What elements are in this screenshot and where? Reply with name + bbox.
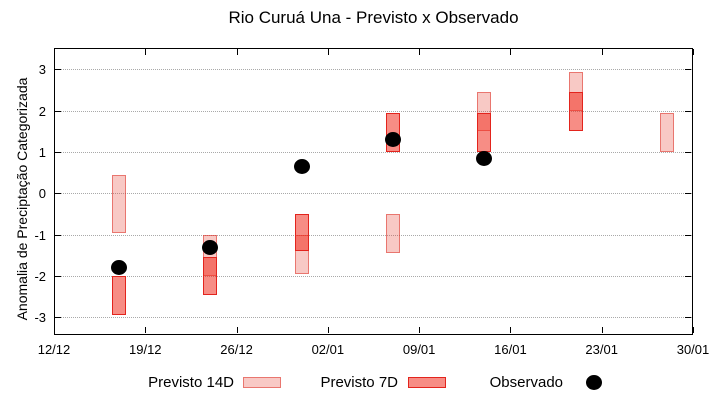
previsto-7d-swatch-icon: [408, 377, 446, 388]
previsto-7d-bar: [477, 112, 492, 153]
x-tick-mark: [236, 49, 238, 55]
gridline: [55, 317, 692, 319]
x-tick-label: 23/01: [585, 342, 618, 357]
x-tick-mark: [54, 49, 55, 55]
gridline: [55, 275, 692, 277]
x-tick-label: 19/12: [129, 342, 162, 357]
x-tick-label: 26/12: [220, 342, 253, 357]
y-tick-label: -3: [34, 310, 46, 326]
legend-label-observado: Observado: [489, 374, 563, 391]
y-tick-mark: [55, 275, 61, 277]
y-tick-label: -1: [34, 227, 46, 243]
y-tick-mark: [55, 152, 61, 154]
x-tick-mark: [327, 327, 329, 333]
y-tick-mark: [55, 193, 61, 195]
legend-label-previsto-14d: Previsto 14D: [148, 374, 234, 391]
y-tick-label: 3: [38, 62, 46, 78]
gridline: [55, 110, 692, 112]
observado-dot: [293, 159, 310, 175]
x-tick-mark: [54, 327, 55, 333]
x-tick-label: 16/01: [494, 342, 527, 357]
previsto-7d-bar: [112, 275, 127, 316]
previsto-14d-swatch-icon: [243, 377, 281, 388]
y-tick-mark: [685, 69, 691, 71]
previsto-7d-bar: [568, 92, 583, 132]
observado-dot: [111, 260, 128, 276]
x-tick-label: 30/01: [676, 342, 710, 357]
observado-dot: [476, 150, 493, 166]
x-tick-label: 09/01: [402, 342, 436, 357]
y-tick-mark: [685, 110, 691, 112]
y-tick-mark: [55, 110, 61, 112]
y-tick-mark: [55, 234, 61, 236]
x-tick-label: 12/12: [37, 342, 71, 357]
x-tick-label: 02/01: [311, 342, 345, 357]
x-tick-mark: [145, 49, 147, 55]
x-tick-mark: [601, 49, 603, 55]
legend-label-previsto-7d: Previsto 7D: [320, 374, 398, 391]
plot-area: [54, 48, 693, 335]
y-tick-label: 2: [38, 103, 46, 119]
y-tick-mark: [685, 193, 691, 195]
previsto-7d-bar: [294, 214, 309, 252]
gridline: [55, 69, 692, 71]
previsto-14d-bar: [386, 214, 401, 254]
observado-dot: [385, 132, 402, 148]
x-tick-mark: [145, 327, 147, 333]
chart-title: Rio Curuá Una - Previsto x Observado: [228, 8, 519, 27]
x-tick-mark: [419, 327, 421, 333]
y-tick-mark: [55, 317, 61, 319]
y-tick-mark: [685, 317, 691, 319]
x-tick-mark: [693, 327, 694, 333]
y-tick-mark: [685, 152, 691, 154]
x-tick-mark: [236, 327, 238, 333]
x-tick-mark: [601, 327, 603, 333]
x-tick-mark: [327, 49, 329, 55]
gridline: [55, 193, 692, 195]
x-tick-mark: [510, 49, 512, 55]
previsto-14d-bar: [112, 174, 127, 233]
x-tick-mark: [510, 327, 512, 333]
x-tick-mark: [419, 49, 421, 55]
observado-dot: [202, 239, 219, 255]
gridline: [55, 152, 692, 154]
gridline: [55, 234, 692, 236]
y-tick-label: 1: [38, 145, 46, 161]
x-tick-mark: [693, 49, 694, 55]
y-tick-label: 0: [38, 186, 46, 202]
observado-swatch-icon: [586, 375, 602, 390]
y-tick-mark: [55, 69, 61, 71]
y-tick-mark: [685, 234, 691, 236]
y-tick-mark: [685, 275, 691, 277]
y-tick-label: -2: [34, 268, 46, 284]
previsto-7d-bar: [203, 257, 218, 295]
previsto-14d-bar: [659, 112, 674, 153]
